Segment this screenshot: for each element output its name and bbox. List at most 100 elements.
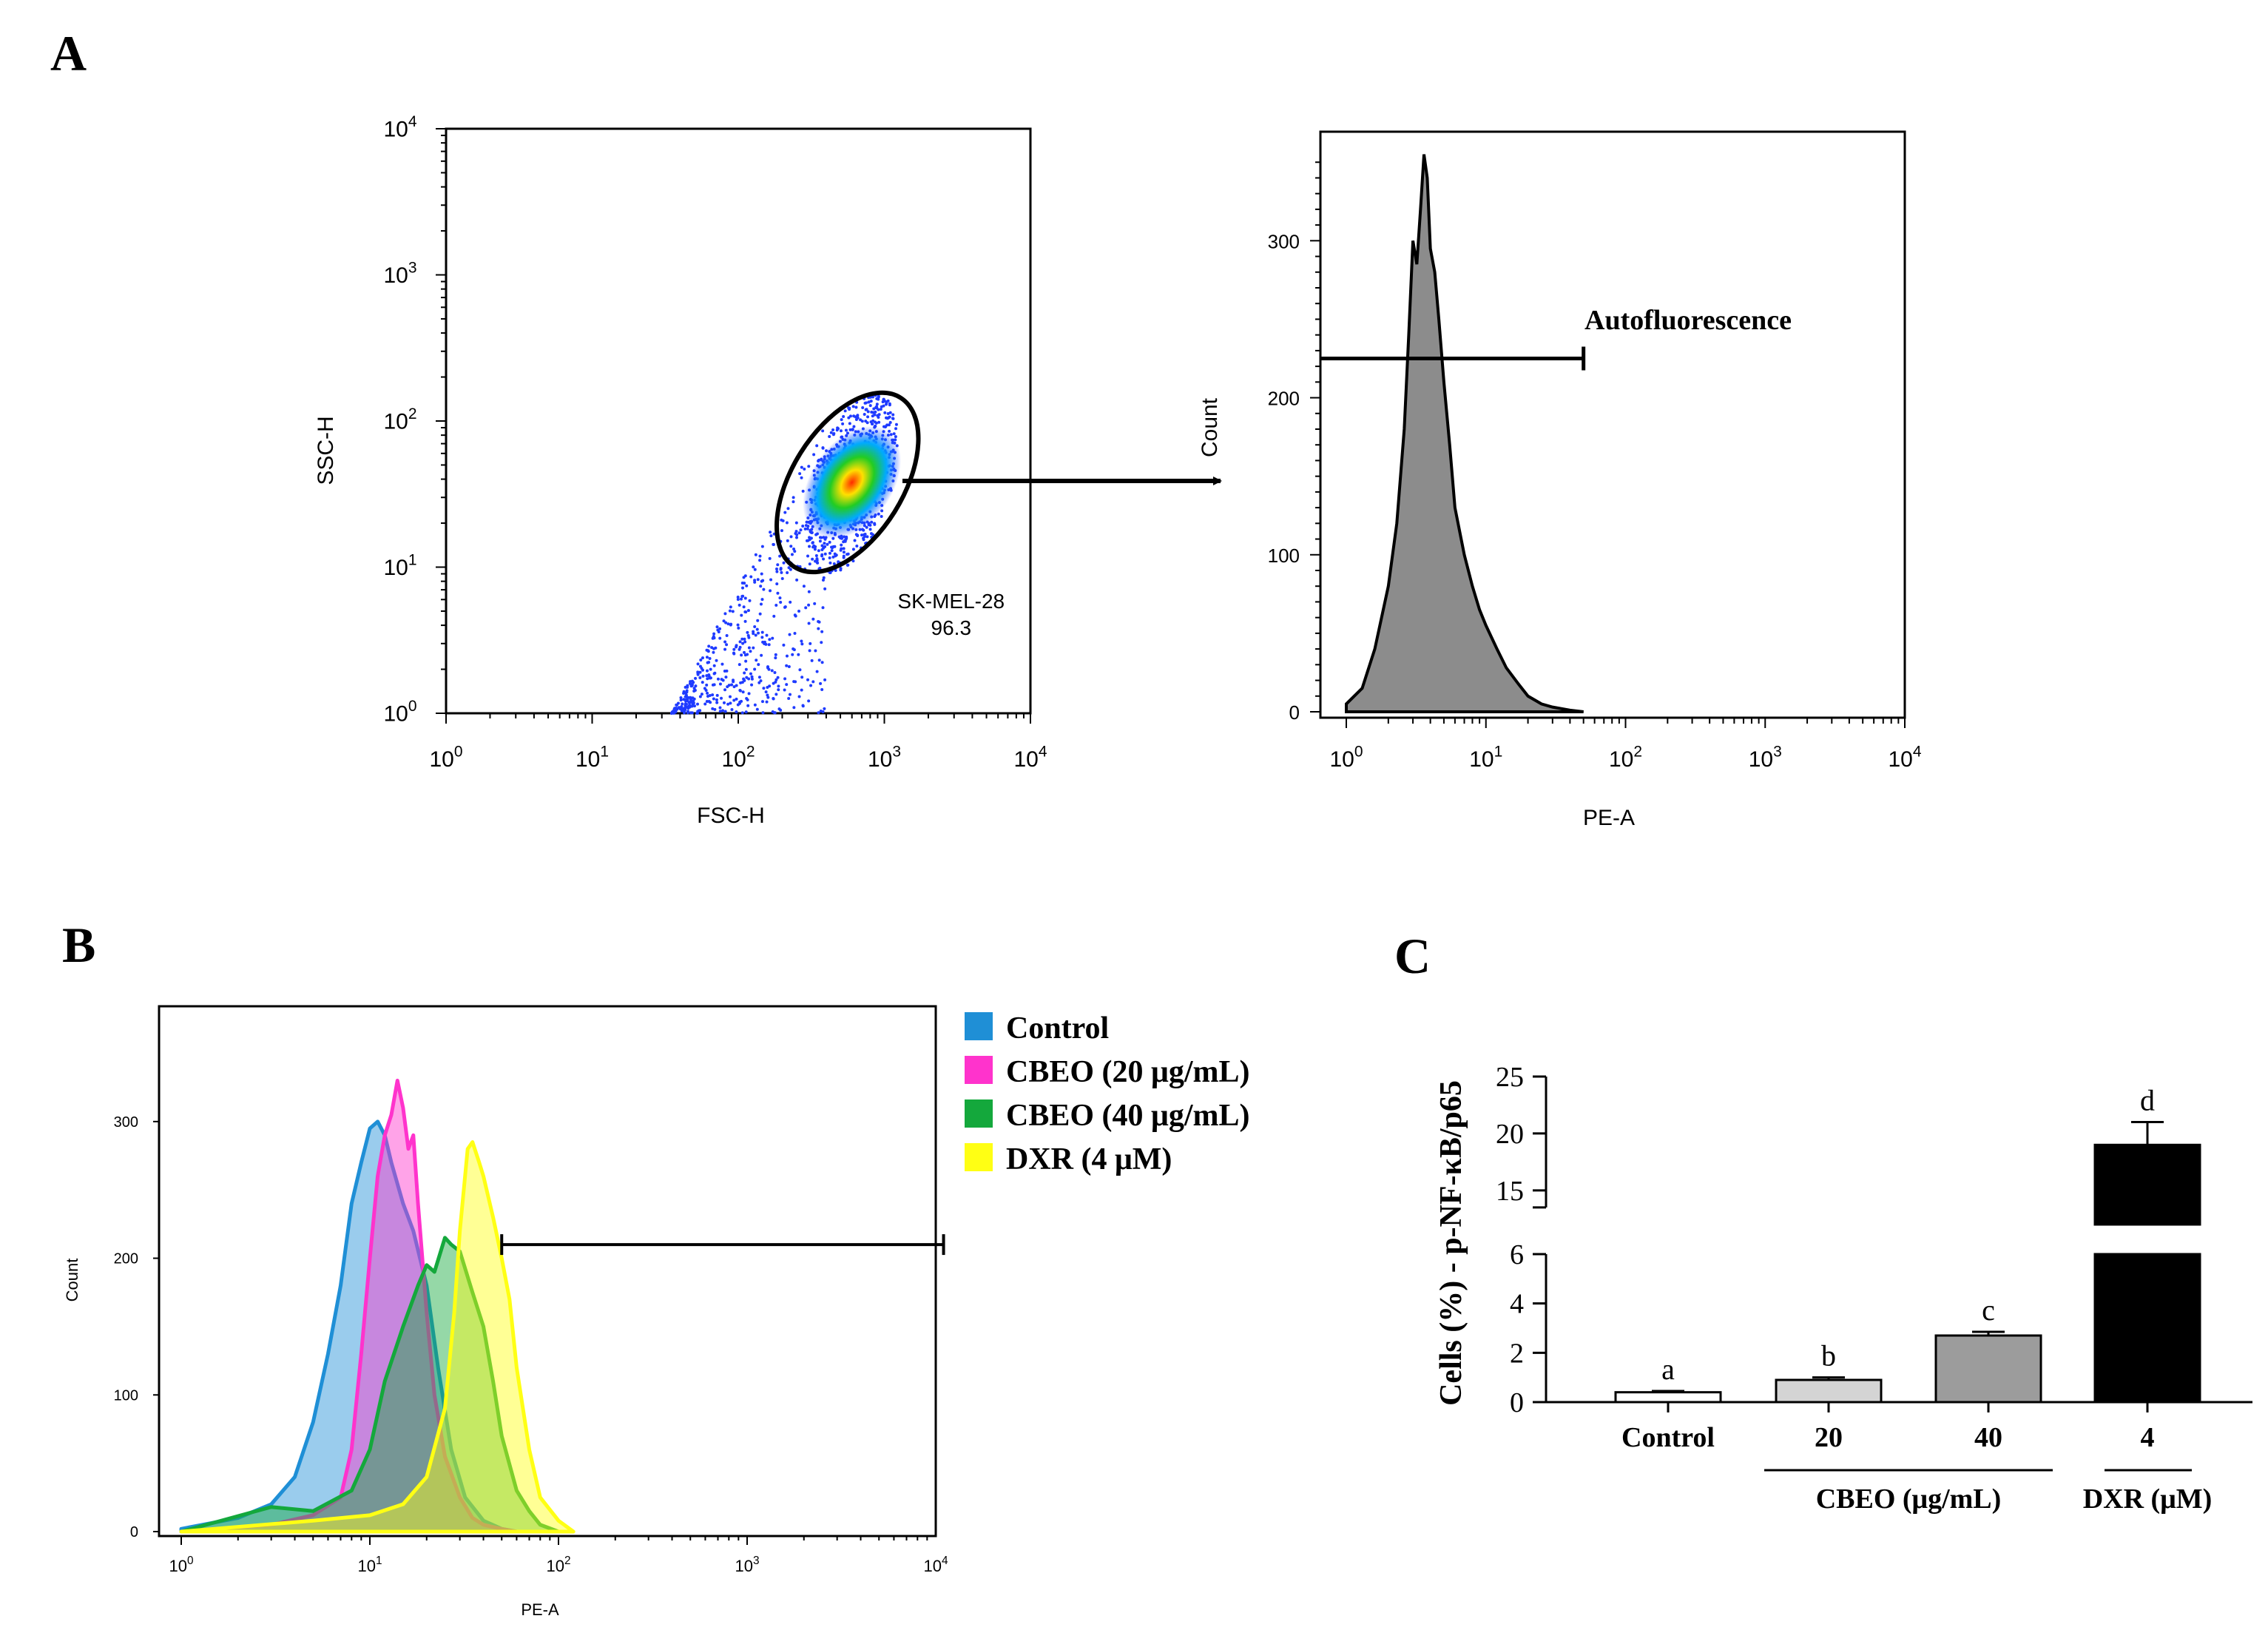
scatter-point [686, 705, 690, 709]
scatter-point [723, 710, 727, 713]
scatter-point [866, 410, 870, 414]
y-tick-label: 200 [1268, 388, 1300, 410]
scatter-point [844, 537, 848, 541]
bar-y-ticks: 0 2 4 6 15 20 25 [1496, 1062, 1546, 1418]
scatter-point [759, 679, 763, 683]
scatter-point [771, 636, 774, 640]
scatter-point [855, 417, 859, 420]
scatter-point [785, 654, 789, 658]
scatter-point [852, 425, 856, 428]
scatter-point [792, 496, 795, 499]
scatter-point [804, 606, 808, 610]
scatter-point [811, 680, 815, 684]
category-label: 4 [2141, 1422, 2155, 1453]
scatter-point [736, 703, 740, 707]
x-tick-label: 100 [169, 1555, 193, 1575]
scatter-point [819, 710, 823, 713]
scatter-point [820, 641, 823, 644]
scatter-point [801, 525, 805, 528]
scatter-point [769, 578, 773, 582]
scatter-point [848, 414, 852, 418]
scatter-gate[interactable] [748, 368, 948, 596]
scatter-point [736, 596, 740, 599]
scatter-point [760, 598, 764, 602]
scatter-point [815, 670, 819, 673]
scatter-point [692, 689, 696, 693]
scatter-point [735, 710, 738, 714]
scatter-point [774, 653, 777, 656]
scatter-point [774, 568, 778, 571]
scatter-point [853, 539, 857, 542]
scatter-point [800, 639, 803, 643]
scatter-point [741, 594, 745, 598]
scatter-point [696, 670, 700, 674]
overlay-marker[interactable] [500, 1234, 945, 1256]
scatter-point [782, 643, 786, 647]
scatter-point [811, 557, 814, 561]
scatter-point [831, 428, 835, 431]
scatter-point [698, 664, 702, 668]
scatter-point [750, 677, 754, 681]
scatter-point [806, 678, 810, 681]
error-bars [1652, 1121, 2164, 1392]
histogram-x-label: PE-A [1583, 806, 1635, 830]
scatter-point [839, 429, 843, 433]
scatter-point [732, 647, 736, 651]
scatter-point [685, 689, 689, 693]
scatter-point [829, 431, 833, 434]
scatter-point [713, 707, 717, 711]
bar [1934, 1334, 2042, 1404]
scatter-point [882, 425, 885, 428]
scatter-point [681, 702, 684, 706]
scatter-point [711, 693, 715, 697]
scatter-x-label: FSC-H [697, 804, 765, 828]
scatter-point [767, 643, 771, 647]
scatter-point [874, 410, 877, 414]
scatter-point [842, 550, 846, 554]
y-tick-label: 2 [1510, 1338, 1524, 1369]
scatter-point [828, 561, 832, 565]
scatter-point [800, 642, 804, 646]
scatter-point [765, 700, 769, 704]
scatter-point [846, 563, 849, 567]
scatter-point [767, 667, 771, 671]
scatter-point [743, 619, 747, 623]
scatter-point [738, 647, 741, 651]
scatter-point [718, 682, 722, 686]
scatter-point [772, 614, 776, 618]
scatter-point [742, 605, 746, 609]
scatter-point [783, 605, 787, 609]
scatter-point [752, 632, 755, 636]
scatter-point [841, 422, 845, 425]
bars [1614, 1143, 2201, 1404]
scatter-point [760, 653, 763, 657]
legend-label-control: Control [1006, 1011, 1109, 1045]
autofluorescence-marker[interactable] [1320, 346, 1586, 371]
scatter-point [787, 696, 791, 700]
scatter-point [846, 552, 850, 556]
scatter-point [698, 676, 702, 679]
scatter-point [715, 625, 719, 629]
x-tick-label: 103 [1749, 744, 1782, 772]
scatter-point [864, 420, 868, 423]
scatter-point [718, 710, 722, 713]
scatter-point [749, 575, 753, 579]
scatter-point [822, 557, 826, 561]
scatter-point [689, 711, 692, 715]
scatter-point [708, 657, 712, 661]
scatter-point [828, 435, 831, 439]
scatter-point [851, 405, 855, 408]
scatter-point [814, 553, 818, 557]
y-tick-label: 101 [383, 552, 416, 581]
scatter-point [832, 562, 836, 565]
scatter-point [792, 547, 796, 550]
y-tick-label: 300 [1268, 230, 1300, 252]
scatter-point [766, 693, 769, 697]
scatter-point [706, 677, 709, 681]
scatter-point [726, 702, 730, 706]
scatter-point [742, 650, 746, 654]
y-tick-label: 300 [114, 1114, 138, 1131]
scatter-point [814, 545, 817, 549]
x-tick-label: 102 [546, 1555, 570, 1575]
